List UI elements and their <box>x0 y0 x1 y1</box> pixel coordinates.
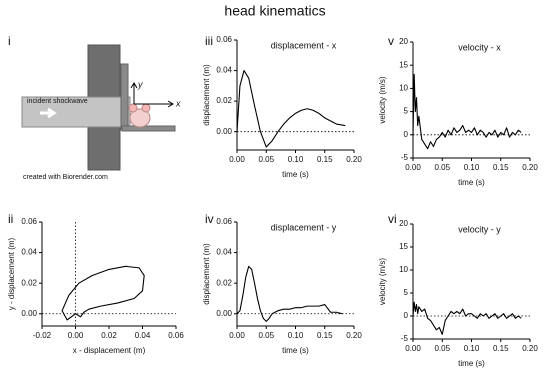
x-tick-label: 0.05 <box>258 331 274 340</box>
x-tick-label: 0.02 <box>101 331 117 340</box>
x-tick-label: 0.00 <box>405 163 421 172</box>
coordinate-arrows <box>130 82 174 108</box>
x-axis-label: time (s) <box>458 178 485 187</box>
data-line <box>412 73 522 150</box>
y-tick-label: 0.06 <box>216 217 232 226</box>
data-line <box>412 301 522 335</box>
x-tick-label: 0.00 <box>229 331 245 340</box>
y-tick-label: 15 <box>399 242 408 251</box>
y-tick-label: 0.02 <box>216 278 232 287</box>
chart-title: velocity - x <box>458 42 501 52</box>
x-tick-label: 0.05 <box>434 163 450 172</box>
y-tick-label: 0.06 <box>21 217 37 226</box>
y-tick-label: 15 <box>399 60 408 69</box>
y-tick-label: 0.04 <box>21 248 37 257</box>
x-tick-label: 0.15 <box>317 331 333 340</box>
y-axis-label: displacement (m) <box>202 243 211 305</box>
y-tick-label: -5 <box>401 153 409 162</box>
x-tick-label: 0.10 <box>288 155 304 164</box>
y-tick-label: 0.06 <box>216 35 232 44</box>
y-tick-label: -5 <box>401 334 409 343</box>
x-tick-label: 0.15 <box>493 163 509 172</box>
y-tick-label: 0.02 <box>216 96 232 105</box>
axis-y-label: y <box>137 79 143 89</box>
data-line <box>236 70 346 148</box>
y-axis-label: y - displacement (m) <box>7 237 16 310</box>
x-axis-label: time (s) <box>282 346 309 355</box>
y-tick-label: 0.00 <box>216 309 232 318</box>
y-tick-label: 0.02 <box>21 278 37 287</box>
x-tick-label: 0.00 <box>229 155 245 164</box>
y-tick-label: 10 <box>399 84 408 93</box>
x-tick-label: 0.06 <box>168 331 184 340</box>
axis-x-label: x <box>175 98 181 108</box>
panel-label: vi <box>388 212 397 226</box>
panel-label: i <box>8 34 11 48</box>
y-tick-label: 20 <box>399 37 408 46</box>
x-axis-label: time (s) <box>458 359 485 368</box>
y-tick-label: 0 <box>404 311 409 320</box>
x-tick-label: -0.02 <box>33 331 52 340</box>
x-tick-label: 0.10 <box>464 163 480 172</box>
panel-label: v <box>388 34 394 48</box>
x-tick-label: 0.20 <box>346 155 362 164</box>
panel-i-diagram: i x y incident shockwave created with Bi… <box>8 34 181 181</box>
mouse-ear <box>128 103 138 113</box>
y-axis-label: velocity (m/s) <box>378 258 387 305</box>
mouse-head <box>129 108 151 128</box>
mouse-ear <box>141 103 151 113</box>
x-tick-label: 0.00 <box>68 331 84 340</box>
credit: created with Biorender.com <box>23 174 108 181</box>
x-tick-label: 0.20 <box>522 163 538 172</box>
data-line <box>236 265 343 322</box>
x-axis-label: x - displacement (m) <box>73 346 146 355</box>
y-tick-label: 10 <box>399 265 408 274</box>
y-tick-label: 0.04 <box>216 66 232 75</box>
x-tick-label: 0.20 <box>522 344 538 353</box>
shock-arrow <box>40 107 57 119</box>
x-tick-label: 0.00 <box>405 344 421 353</box>
x-tick-label: 0.05 <box>434 344 450 353</box>
data-line <box>61 265 145 321</box>
x-tick-label: 0.10 <box>464 344 480 353</box>
panel-label: iv <box>205 212 214 226</box>
y-tick-label: 20 <box>399 219 408 228</box>
y-tick-label: 0.00 <box>21 309 37 318</box>
y-tick-label: 0.00 <box>216 127 232 136</box>
chart-title: displacement - x <box>271 40 337 50</box>
chart-title: displacement - y <box>271 222 337 232</box>
plate <box>121 125 176 132</box>
y-axis-label: velocity (m/s) <box>378 76 387 123</box>
x-tick-label: 0.04 <box>135 331 151 340</box>
y-tick-label: 0 <box>404 130 409 139</box>
y-tick-label: 0.04 <box>216 248 232 257</box>
x-tick-label: 0.20 <box>346 331 362 340</box>
x-tick-label: 0.15 <box>493 344 509 353</box>
x-axis-label: time (s) <box>282 170 309 179</box>
x-tick-label: 0.05 <box>258 155 274 164</box>
y-axis-label: displacement (m) <box>202 64 211 126</box>
figure-title: head kinematics <box>224 3 325 19</box>
panel-label: iii <box>205 34 213 48</box>
shockwave-label: incident shockwave <box>27 98 88 105</box>
holder <box>120 63 129 131</box>
x-tick-label: 0.15 <box>317 155 333 164</box>
chart-title: velocity - y <box>458 224 501 234</box>
x-tick-label: 0.10 <box>288 331 304 340</box>
y-tick-label: 5 <box>404 288 409 297</box>
y-tick-label: 5 <box>404 107 409 116</box>
panel-label: ii <box>8 212 13 226</box>
